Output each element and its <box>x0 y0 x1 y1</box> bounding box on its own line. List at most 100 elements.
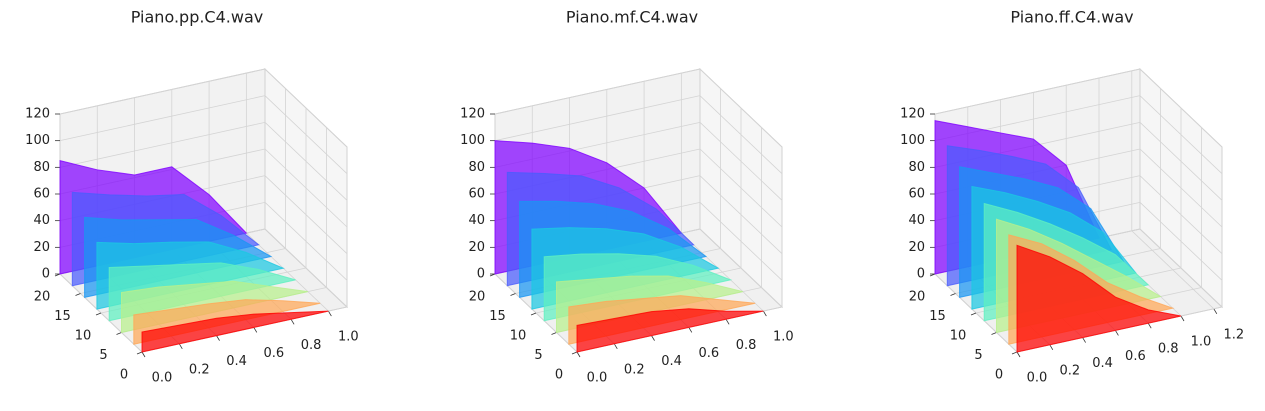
x-tick-label: 0.4 <box>226 354 247 369</box>
x-tick-label: 0.0 <box>152 371 173 386</box>
grid-line <box>1139 148 1223 228</box>
z-tick-label: 0 <box>477 267 485 282</box>
x-tick-label: 0.4 <box>1092 356 1113 371</box>
grid-line <box>264 175 348 254</box>
grid-line <box>59 95 266 142</box>
subplot: 0.0 0.2 0.4 0.6 0.8 1.0 1.20510152002040608010… <box>900 8 1244 386</box>
tick-mark <box>216 335 220 341</box>
tick-mark <box>1049 344 1054 351</box>
grid-line <box>1139 122 1223 201</box>
tick-mark <box>253 327 258 333</box>
y-tick-label: 20 <box>909 290 926 305</box>
z-tick-label: 60 <box>908 187 925 202</box>
y-tick-label: 20 <box>34 290 51 305</box>
x-tick-label: 0.0 <box>1027 371 1048 386</box>
z-tick-label: 100 <box>900 133 925 148</box>
z-tick-label: 40 <box>908 213 925 228</box>
tick-mark <box>991 332 997 335</box>
tick-mark <box>290 319 295 325</box>
grid-line <box>494 95 701 142</box>
surface-layer <box>141 310 329 353</box>
z-tick-label: 20 <box>468 240 485 255</box>
z-tick-label: 120 <box>25 107 50 122</box>
tick-mark <box>763 310 767 317</box>
z-tick-label: 20 <box>33 240 50 255</box>
tick-mark <box>950 293 956 296</box>
y-tick-label: 10 <box>950 329 967 344</box>
z-tick-label: 80 <box>33 160 50 175</box>
surface-layer <box>576 308 764 353</box>
chart-title: Piano.pp.C4.wav <box>131 8 263 27</box>
z-tick-label: 100 <box>25 133 50 148</box>
y-tick-label: 10 <box>75 329 92 344</box>
grid-line <box>934 68 1141 115</box>
tick-mark <box>530 312 537 316</box>
grid-line <box>699 148 783 228</box>
y-tick-label: 5 <box>99 348 107 363</box>
tick-mark <box>576 351 581 358</box>
x-tick-label: 0.4 <box>661 354 682 369</box>
grid-line <box>264 68 348 148</box>
x-tick-label: 0.2 <box>624 362 645 377</box>
y-tick-label: 10 <box>510 329 527 344</box>
subplot: 0.00.20.40.60.81.00510152002040608010012… <box>25 8 359 386</box>
grid-line <box>699 175 783 254</box>
x-tick-label: 0.2 <box>189 362 210 377</box>
z-tick-label: 60 <box>33 187 50 202</box>
tick-mark <box>510 293 516 296</box>
tick-mark <box>688 327 693 333</box>
grid-line <box>59 121 266 168</box>
tick-mark <box>1213 308 1218 315</box>
chart-title: Piano.mf.C4.wav <box>566 8 698 27</box>
x-tick-label: 0.8 <box>301 338 322 353</box>
z-tick-label: 40 <box>468 213 485 228</box>
x-tick-label: 0.6 <box>698 346 719 361</box>
tick-mark <box>95 312 102 316</box>
z-tick-label: 0 <box>917 267 925 282</box>
z-tick-label: 20 <box>908 240 925 255</box>
tick-mark <box>1016 351 1021 358</box>
grid-line <box>59 68 266 115</box>
tick-mark <box>116 332 122 335</box>
y-tick-label: 0 <box>120 368 128 383</box>
tick-mark <box>136 351 143 355</box>
z-tick-label: 120 <box>900 107 925 122</box>
y-tick-label: 0 <box>995 368 1003 383</box>
grid-line <box>1139 228 1223 308</box>
grid-line <box>264 95 348 174</box>
tick-mark <box>651 335 655 341</box>
z-tick-label: 120 <box>460 107 485 122</box>
tick-mark <box>613 343 618 350</box>
tick-mark <box>1180 315 1185 322</box>
grid-line <box>699 202 783 281</box>
grid-line <box>494 68 701 115</box>
grid-line <box>699 68 783 148</box>
x-tick-label: 0.2 <box>1059 363 1080 378</box>
tick-mark <box>725 319 730 325</box>
x-tick-label: 0.8 <box>1158 342 1179 357</box>
y-tick-label: 5 <box>534 348 542 363</box>
tick-mark <box>551 332 557 335</box>
x-tick-label: 0.6 <box>263 346 284 361</box>
tick-mark <box>970 312 977 316</box>
z-tick-label: 100 <box>460 133 485 148</box>
grid-line <box>1139 202 1223 281</box>
z-tick-label: 80 <box>908 160 925 175</box>
grid-line <box>1139 175 1223 254</box>
grid-line <box>264 228 348 308</box>
x-tick-label: 1.0 <box>338 330 359 345</box>
grid-line <box>264 202 348 281</box>
tick-mark <box>75 293 81 296</box>
y-tick-label: 5 <box>974 348 982 363</box>
grid-line <box>699 122 783 201</box>
tick-mark <box>178 343 183 350</box>
grid-line <box>699 95 783 174</box>
y-tick-label: 15 <box>54 309 71 324</box>
x-tick-label: 0.8 <box>736 338 757 353</box>
x-tick-label: 0.6 <box>1125 349 1146 364</box>
grid-line <box>264 122 348 201</box>
z-tick-label: 60 <box>468 187 485 202</box>
z-tick-label: 0 <box>42 267 50 282</box>
tick-mark <box>1082 337 1086 343</box>
